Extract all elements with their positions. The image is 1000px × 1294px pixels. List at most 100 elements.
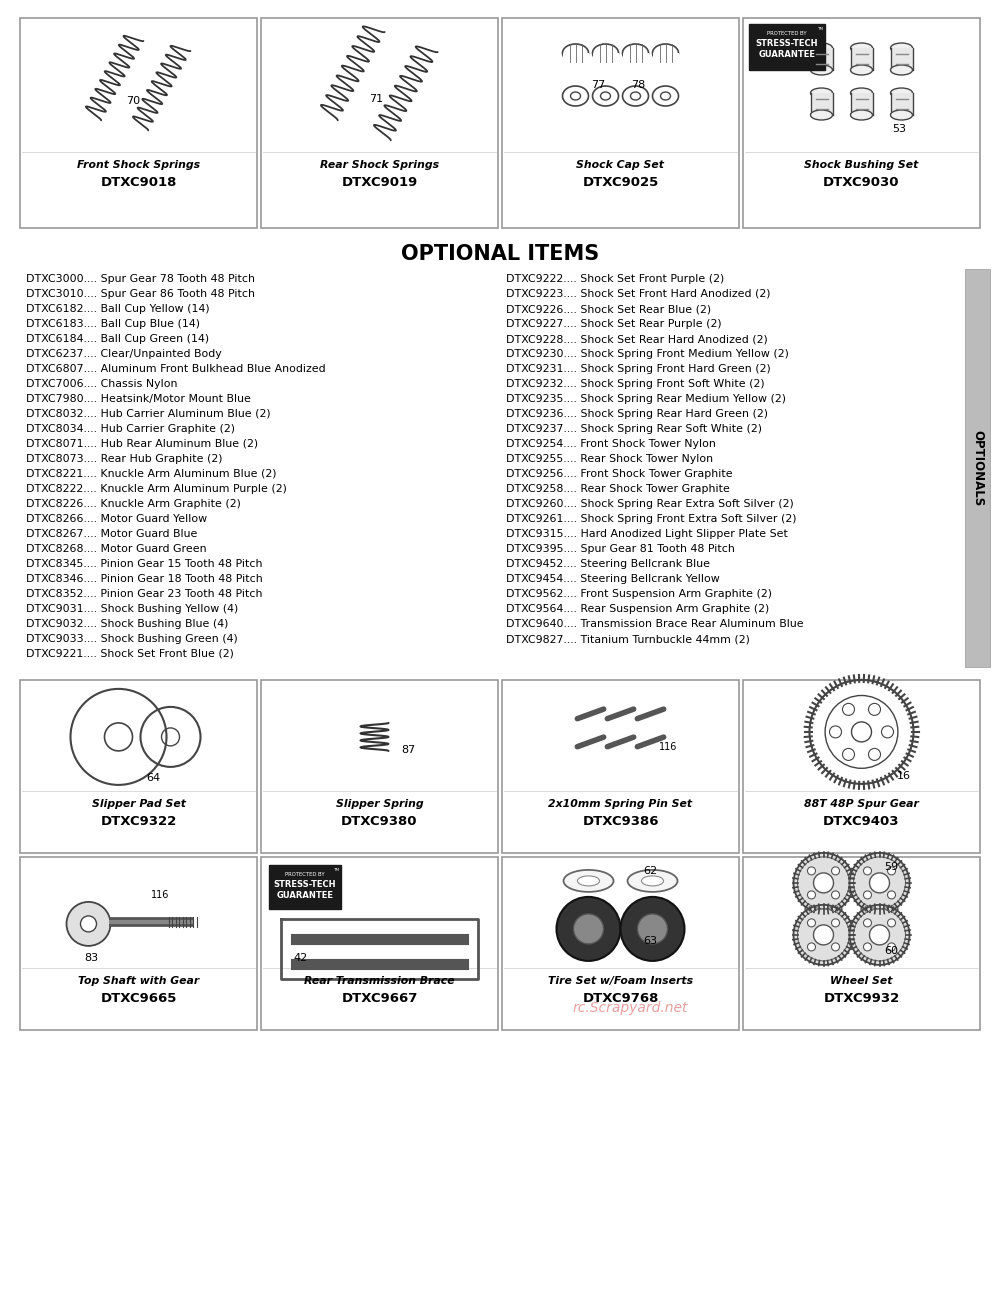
Text: 59: 59 <box>884 862 899 872</box>
Text: DTXC9254.... Front Shock Tower Nylon: DTXC9254.... Front Shock Tower Nylon <box>506 439 716 449</box>
Circle shape <box>807 892 815 899</box>
Circle shape <box>888 943 896 951</box>
Text: DTXC9386: DTXC9386 <box>582 815 659 828</box>
Text: Front Shock Springs: Front Shock Springs <box>77 160 200 171</box>
Text: DTXC9667: DTXC9667 <box>341 991 418 1004</box>
Bar <box>261 857 498 1030</box>
Circle shape <box>807 919 815 927</box>
Circle shape <box>832 919 840 927</box>
Text: DTXC9019: DTXC9019 <box>341 176 418 189</box>
Text: 16: 16 <box>896 771 910 780</box>
Bar <box>622 53 648 65</box>
Text: DTXC9025: DTXC9025 <box>582 176 659 189</box>
Bar <box>850 93 872 115</box>
Bar <box>562 53 588 65</box>
Text: DTXC9562.... Front Suspension Arm Graphite (2): DTXC9562.... Front Suspension Arm Graphi… <box>506 589 772 599</box>
Text: PROTECTED BY: PROTECTED BY <box>285 872 325 877</box>
Text: DTXC9932: DTXC9932 <box>823 991 900 1004</box>
Bar <box>810 93 832 115</box>
Text: DTXC6183.... Ball Cup Blue (14): DTXC6183.... Ball Cup Blue (14) <box>26 320 200 329</box>
Ellipse shape <box>660 92 670 100</box>
Text: DTXC9452.... Steering Bellcrank Blue: DTXC9452.... Steering Bellcrank Blue <box>506 559 710 569</box>
Circle shape <box>574 914 604 943</box>
Text: PROTECTED BY: PROTECTED BY <box>767 31 807 36</box>
Ellipse shape <box>810 88 832 98</box>
Text: Slipper Pad Set: Slipper Pad Set <box>92 798 186 809</box>
Circle shape <box>807 943 815 951</box>
Text: GUARANTEE: GUARANTEE <box>276 892 334 901</box>
Bar <box>743 18 980 228</box>
Bar <box>810 48 832 70</box>
Circle shape <box>814 925 834 945</box>
Ellipse shape <box>891 88 912 98</box>
Text: TM: TM <box>817 27 823 31</box>
Text: DTXC8221.... Knuckle Arm Aluminum Blue (2): DTXC8221.... Knuckle Arm Aluminum Blue (… <box>26 468 276 479</box>
Circle shape <box>863 892 871 899</box>
Text: DTXC9260.... Shock Spring Rear Extra Soft Silver (2): DTXC9260.... Shock Spring Rear Extra Sof… <box>506 499 794 509</box>
Ellipse shape <box>850 65 872 75</box>
Ellipse shape <box>564 870 614 892</box>
Ellipse shape <box>570 92 580 100</box>
Circle shape <box>863 867 871 875</box>
Circle shape <box>868 748 881 761</box>
Text: DTXC9640.... Transmission Brace Rear Aluminum Blue: DTXC9640.... Transmission Brace Rear Alu… <box>506 619 804 629</box>
Text: DTXC9228.... Shock Set Rear Hard Anodized (2): DTXC9228.... Shock Set Rear Hard Anodize… <box>506 334 768 344</box>
Text: DTXC9395.... Spur Gear 81 Tooth 48 Pitch: DTXC9395.... Spur Gear 81 Tooth 48 Pitch <box>506 543 735 554</box>
Text: DTXC9221.... Shock Set Front Blue (2): DTXC9221.... Shock Set Front Blue (2) <box>26 650 234 659</box>
Text: DTXC7980.... Heatsink/Motor Mount Blue: DTXC7980.... Heatsink/Motor Mount Blue <box>26 393 251 404</box>
Circle shape <box>832 943 840 951</box>
Text: DTXC9018: DTXC9018 <box>100 176 177 189</box>
Text: DTXC9230.... Shock Spring Front Medium Yellow (2): DTXC9230.... Shock Spring Front Medium Y… <box>506 349 789 358</box>
Circle shape <box>888 919 896 927</box>
Bar <box>891 93 912 115</box>
Text: 87: 87 <box>402 745 416 754</box>
Bar <box>502 681 739 853</box>
Bar <box>891 48 912 70</box>
Text: DTXC9226.... Shock Set Rear Blue (2): DTXC9226.... Shock Set Rear Blue (2) <box>506 304 711 314</box>
Circle shape <box>80 916 96 932</box>
Circle shape <box>870 873 890 893</box>
Bar <box>20 18 257 228</box>
Circle shape <box>852 722 872 741</box>
Text: Wheel Set: Wheel Set <box>830 976 893 986</box>
Text: DTXC8034.... Hub Carrier Graphite (2): DTXC8034.... Hub Carrier Graphite (2) <box>26 424 235 433</box>
Text: DTXC8073.... Rear Hub Graphite (2): DTXC8073.... Rear Hub Graphite (2) <box>26 454 222 465</box>
Bar <box>502 18 739 228</box>
Circle shape <box>556 897 620 961</box>
Text: DTXC9227.... Shock Set Rear Purple (2): DTXC9227.... Shock Set Rear Purple (2) <box>506 320 722 329</box>
Text: Shock Cap Set: Shock Cap Set <box>576 160 664 171</box>
Text: DTXC3010.... Spur Gear 86 Tooth 48 Pitch: DTXC3010.... Spur Gear 86 Tooth 48 Pitch <box>26 289 255 299</box>
Text: OPTIONALS: OPTIONALS <box>971 430 984 506</box>
Text: 70: 70 <box>126 96 141 106</box>
Text: DTXC9255.... Rear Shock Tower Nylon: DTXC9255.... Rear Shock Tower Nylon <box>506 454 713 465</box>
Text: DTXC9261.... Shock Spring Front Extra Soft Silver (2): DTXC9261.... Shock Spring Front Extra So… <box>506 514 796 524</box>
Text: DTXC9031.... Shock Bushing Yellow (4): DTXC9031.... Shock Bushing Yellow (4) <box>26 604 238 613</box>
Ellipse shape <box>631 92 640 100</box>
Text: DTXC6807.... Aluminum Front Bulkhead Blue Anodized: DTXC6807.... Aluminum Front Bulkhead Blu… <box>26 364 326 374</box>
Text: 2x10mm Spring Pin Set: 2x10mm Spring Pin Set <box>548 798 693 809</box>
Text: DTXC9380: DTXC9380 <box>341 815 418 828</box>
Bar <box>20 857 257 1030</box>
Text: Shock Bushing Set: Shock Bushing Set <box>804 160 919 171</box>
Text: 42: 42 <box>294 952 308 963</box>
Text: Tire Set w/Foam Inserts: Tire Set w/Foam Inserts <box>548 976 693 986</box>
Text: DTXC8346.... Pinion Gear 18 Tooth 48 Pitch: DTXC8346.... Pinion Gear 18 Tooth 48 Pit… <box>26 575 263 584</box>
Circle shape <box>842 748 854 761</box>
Text: DTXC9231.... Shock Spring Front Hard Green (2): DTXC9231.... Shock Spring Front Hard Gre… <box>506 364 771 374</box>
Circle shape <box>832 867 840 875</box>
Ellipse shape <box>850 110 872 120</box>
Text: TM: TM <box>333 868 339 872</box>
Bar <box>502 857 739 1030</box>
Text: DTXC9235.... Shock Spring Rear Medium Yellow (2): DTXC9235.... Shock Spring Rear Medium Ye… <box>506 393 786 404</box>
Text: DTXC6237.... Clear/Unpainted Body: DTXC6237.... Clear/Unpainted Body <box>26 349 222 358</box>
Bar <box>261 681 498 853</box>
Text: rc.Scrapyard.net: rc.Scrapyard.net <box>572 1002 688 1014</box>
Text: 77: 77 <box>591 80 606 91</box>
Circle shape <box>870 925 890 945</box>
Text: 62: 62 <box>643 866 658 876</box>
Circle shape <box>868 704 881 716</box>
Text: DTXC9030: DTXC9030 <box>823 176 900 189</box>
Bar <box>20 681 257 853</box>
Text: DTXC9222.... Shock Set Front Purple (2): DTXC9222.... Shock Set Front Purple (2) <box>506 274 724 283</box>
Text: DTXC8226.... Knuckle Arm Graphite (2): DTXC8226.... Knuckle Arm Graphite (2) <box>26 499 241 509</box>
